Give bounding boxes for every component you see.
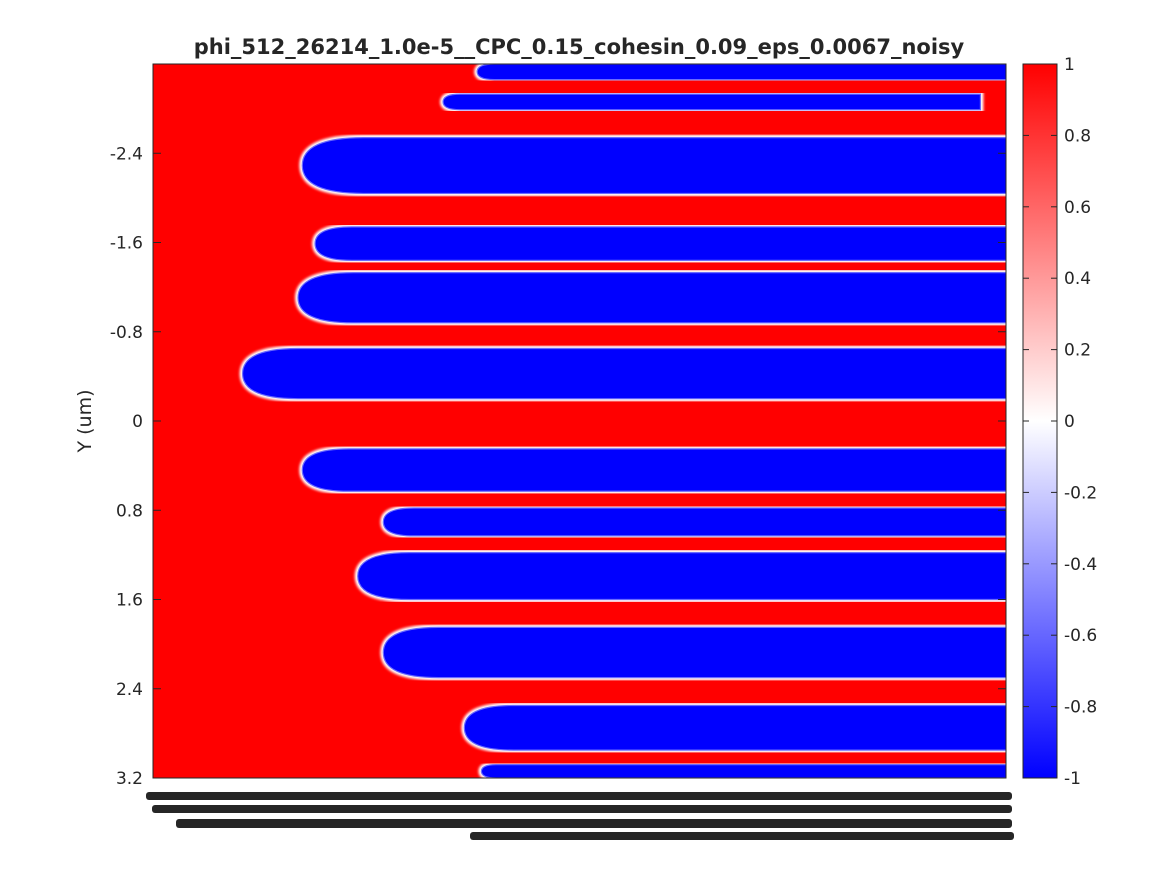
colorbar-ticks: 1 0.8 0.6 0.4 0.2 0 -0.2 -0.4 -0.6 -0.8 -1 [1023,55,1097,789]
stripe-7 [382,507,1006,537]
stripe-8 [357,552,1006,601]
colorbar-tick-label: -1 [1064,769,1081,789]
colorbar-tick-label: 0.4 [1064,269,1091,289]
x-tick-labels-illegible [146,792,1014,840]
colorbar-tick-label: 1 [1064,55,1075,75]
stripe-11 [480,764,1006,778]
stripe-6 [301,448,1006,492]
colorbar-tick-label: -0.8 [1064,698,1097,718]
stripe-10 [463,704,1006,751]
x-tick-smudge-3 [470,832,1014,840]
stripe-0 [476,64,1006,81]
y-axis-ticks: -2.4 -1.6 -0.8 0 0.8 1.6 2.4 3.2 [110,144,1006,789]
stripe-2 [301,137,1006,195]
x-tick-smudge-0 [146,792,1012,800]
stripe-4 [297,272,1006,324]
y-tick-label: 0.8 [116,501,143,521]
y-tick-label: -1.6 [110,234,143,254]
y-tick-label: 2.4 [116,680,143,700]
chart-title: phi_512_26214_1.0e-5__CPC_0.15_cohesin_0… [194,35,965,59]
colorbar-tick-label: 0.2 [1064,341,1091,361]
plot-area [153,64,1006,778]
stripe-1 [442,93,982,111]
x-tick-smudge-2 [176,819,1012,828]
colorbar-tick-label: 0.6 [1064,198,1091,218]
colorbar-tick-label: 0.8 [1064,126,1091,146]
y-axis-label: Y (um) [74,389,96,453]
colorbar-tick-label: -0.4 [1064,555,1097,575]
colorbar-tick-label: -0.2 [1064,483,1097,503]
colorbar-tick-label: -0.6 [1064,626,1097,646]
y-tick-label: -2.4 [110,144,143,164]
heatmap-stripes [239,64,1006,778]
y-tick-label: -0.8 [110,323,143,343]
y-tick-label: 0 [132,412,143,432]
y-tick-label: 1.6 [116,591,143,611]
y-tick-label: 3.2 [116,769,143,789]
stripe-9 [382,626,1006,679]
colorbar-tick-label: 0 [1064,412,1075,432]
x-tick-smudge-1 [152,805,1012,813]
stripe-3 [314,226,1006,261]
stripe-5 [241,347,1006,400]
